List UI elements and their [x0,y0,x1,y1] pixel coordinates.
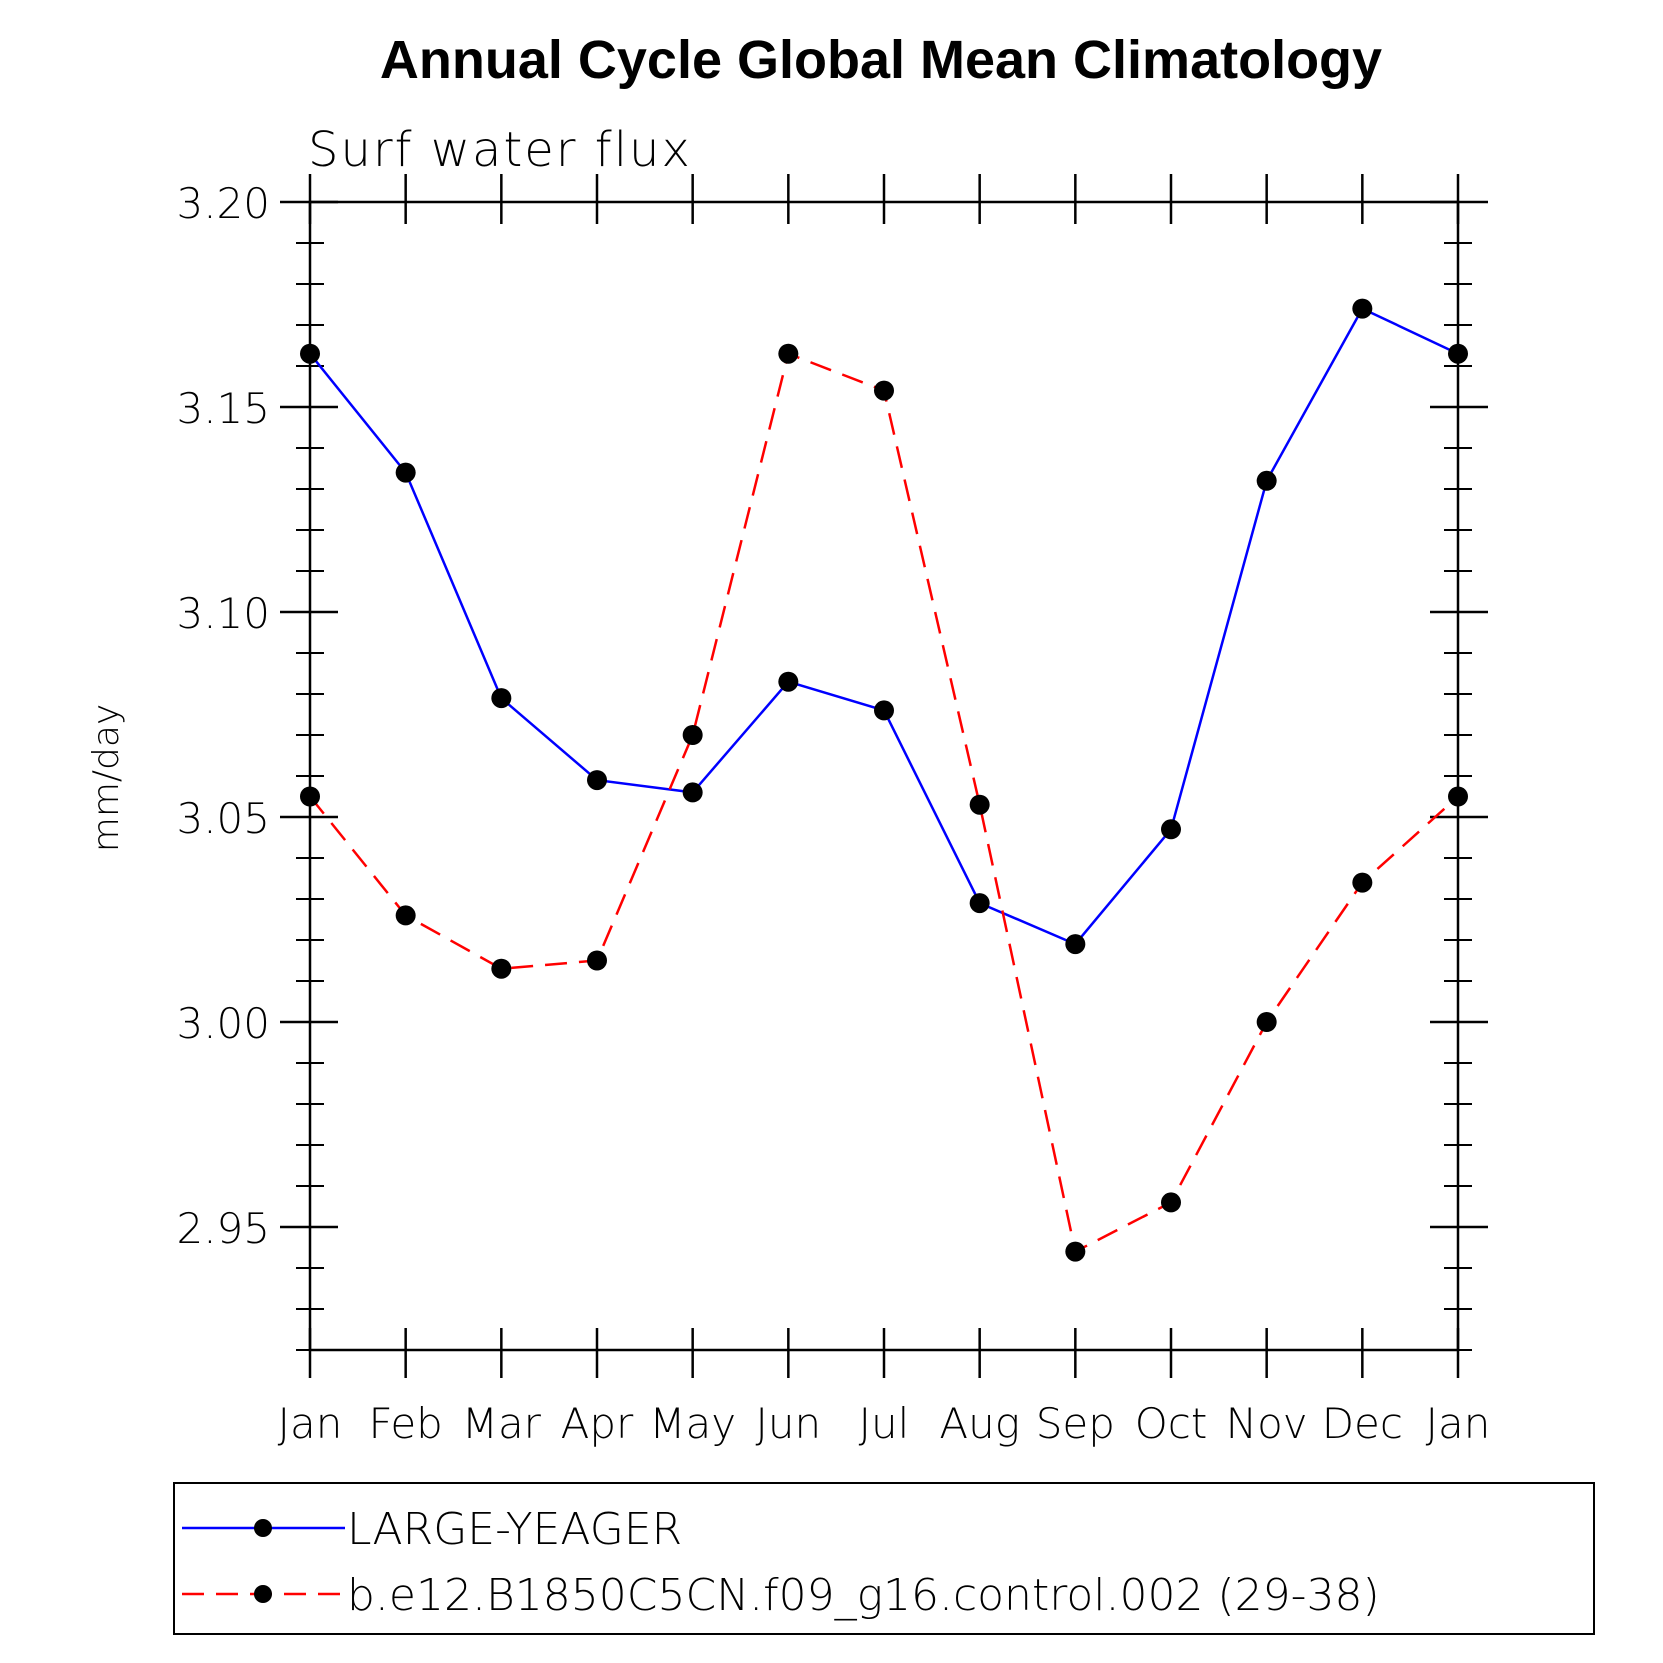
y-axis-label: mm/day [86,704,127,852]
legend-marker-control [254,1585,272,1603]
data-point [1161,1192,1181,1213]
y-tick-label: 3.10 [176,589,270,638]
data-point [1256,1012,1277,1032]
data-point [1065,1241,1086,1262]
x-tick-label: Jan [1426,1399,1491,1448]
data-point [300,343,320,364]
chart-title: Annual Cycle Global Mean Climatology [380,30,1382,90]
data-point [1065,934,1086,955]
y-tick-label: 3.05 [176,794,270,843]
y-tick-label: 2.95 [176,1204,270,1253]
x-tick-label: Sep [1036,1399,1115,1448]
x-tick-label: Jan [278,1399,343,1448]
data-point [682,725,703,745]
legend-box [173,1482,1595,1635]
data-point [395,462,416,483]
plot-frame [308,200,1460,1352]
y-tick-labels: 2.95 3.00 3.05 3.10 3.15 3.20 [176,179,270,1253]
data-point [1448,786,1468,807]
data-point [778,343,799,364]
data-point [491,688,512,709]
data-point [682,782,703,803]
data-point [1448,343,1468,364]
legend-label-large-yeager: LARGE-YEAGER [347,1504,682,1555]
data-point [395,905,416,926]
data-point [491,958,512,979]
series-0 [300,298,1468,955]
series-line-1 [309,352,1459,1254]
data-point [1256,470,1277,491]
series-1 [300,343,1468,1262]
data-point [969,794,990,815]
x-tick-labels: Jan Feb Mar Apr May Jun Jul Aug Sep Oct Nov Dec Jan [278,1399,1491,1448]
data-point [1352,298,1373,319]
x-tick-label: Mar [462,1399,542,1448]
x-tick-label: Jun [756,1399,822,1448]
data-point [587,770,607,791]
x-tick-label: Dec [1322,1399,1403,1448]
chart-subtitle: Surf water flux [308,122,692,178]
x-tick-label: Nov [1226,1399,1308,1448]
series-layer [300,298,1468,1262]
x-tick-label: Feb [368,1399,442,1448]
data-point [300,786,320,807]
x-tick-label: Aug [939,1399,1020,1448]
data-point [778,671,799,692]
series-line-0 [309,306,1459,946]
data-point [587,950,607,971]
x-tick-label: Oct [1135,1399,1208,1448]
x-tick-label: Jul [859,1399,910,1448]
data-point [874,700,894,721]
y-tick-label: 3.15 [176,384,270,433]
axis-ticks [280,174,1488,1378]
y-tick-label: 3.20 [176,179,270,228]
legend-marker-large-yeager [254,1519,272,1537]
data-point [1161,819,1181,840]
x-tick-label: Apr [561,1399,634,1448]
legend-label-control: b.e12.B1850C5CN.f09_g16.control.002 (29-… [347,1570,1380,1621]
data-point [969,893,990,914]
x-tick-label: May [649,1399,736,1448]
data-point [874,380,894,401]
data-point [1352,872,1373,893]
legend: LARGE-YEAGER b.e12.B1850C5CN.f09_g16.con… [173,1482,1595,1635]
y-tick-label: 3.00 [176,999,270,1048]
